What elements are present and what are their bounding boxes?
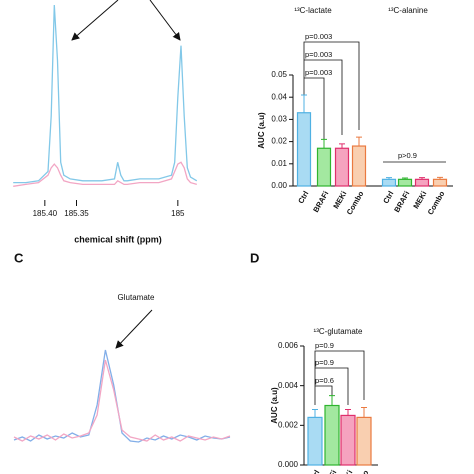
bar (340, 414, 356, 466)
significance-label: p=0.6 (315, 376, 334, 385)
y-tick-label: 0.000 (278, 460, 299, 469)
bar (351, 145, 367, 187)
spectrum-line (13, 349, 231, 443)
spectrum-line (13, 4, 198, 184)
x-tick-label: BRAFi (319, 468, 338, 474)
x-tick-label: BRAFi (392, 189, 411, 213)
error-bar (402, 177, 408, 180)
error-bar (437, 176, 443, 180)
bar (296, 112, 312, 187)
group-title: ¹³C-glutamate (314, 327, 363, 336)
panel-letter: D (250, 250, 259, 265)
x-tick-label: 185 (171, 209, 185, 218)
y-tick-label: 0.04 (271, 92, 287, 101)
x-tick-label: Ctrl (307, 468, 321, 474)
bar (381, 178, 397, 187)
error-bar (301, 94, 307, 113)
spectrum-line (13, 161, 197, 187)
significance-label: p=0.9 (315, 358, 334, 367)
bar (414, 178, 430, 187)
group-title: ¹³C-alanine (388, 6, 428, 15)
arrow (115, 309, 153, 349)
bar (307, 416, 323, 466)
significance-label: p=0.003 (305, 68, 332, 77)
y-tick-label: 0.05 (271, 70, 287, 79)
x-tick-label: 185.35 (64, 209, 89, 218)
x-tick-label: Ctrl (296, 189, 310, 205)
error-bar (312, 408, 318, 418)
error-bar (345, 408, 351, 416)
error-bar (321, 138, 327, 149)
arrow (71, 0, 119, 41)
x-axis-label: chemical shift (ppm) (74, 234, 162, 244)
y-tick-label: 0.002 (278, 420, 299, 429)
y-tick-label: 0.004 (278, 381, 299, 390)
x-tick-label: Ctrl (381, 189, 395, 205)
bracket (303, 41, 360, 140)
x-tick-label: MEKi (411, 189, 428, 210)
x-tick-label: 185.40 (33, 209, 58, 218)
spectrum-line (13, 359, 231, 442)
significance-label: p=0.003 (305, 32, 332, 41)
y-tick-label: 0.03 (271, 115, 287, 124)
x-tick-label: MEKi (337, 468, 354, 474)
x-tick-label: MEKi (331, 189, 348, 210)
y-axis-label: AUC (a.u) (257, 112, 266, 149)
error-bar (339, 143, 345, 149)
x-tick-label: Combo (350, 468, 371, 474)
x-tick-label: Combo (426, 189, 447, 216)
group-title: ¹³C-lactate (294, 6, 332, 15)
error-bar (419, 177, 425, 180)
y-tick-label: 0.02 (271, 137, 287, 146)
y-tick-label: 0.00 (271, 181, 287, 190)
significance-label: p=0.9 (315, 341, 334, 350)
x-tick-label: BRAFi (311, 189, 330, 213)
error-bar (329, 395, 335, 406)
bar (316, 147, 332, 187)
arrow (149, 0, 181, 41)
significance-label: p=0.003 (305, 50, 332, 59)
error-bar (356, 136, 362, 147)
y-axis-label: AUC (a.u) (270, 387, 279, 424)
y-tick-label: 0.006 (278, 341, 299, 350)
bar (324, 404, 340, 466)
error-bar (361, 406, 367, 418)
bar (397, 178, 413, 187)
annotation: Glutamate (118, 293, 155, 302)
x-tick-label: Combo (345, 189, 366, 216)
significance-label: p>0.9 (398, 151, 417, 160)
y-tick-label: 0.01 (271, 159, 287, 168)
panel-letter: C (14, 250, 24, 265)
bar (432, 178, 448, 187)
error-bar (386, 177, 392, 180)
bar (334, 147, 350, 187)
bar (356, 416, 372, 466)
